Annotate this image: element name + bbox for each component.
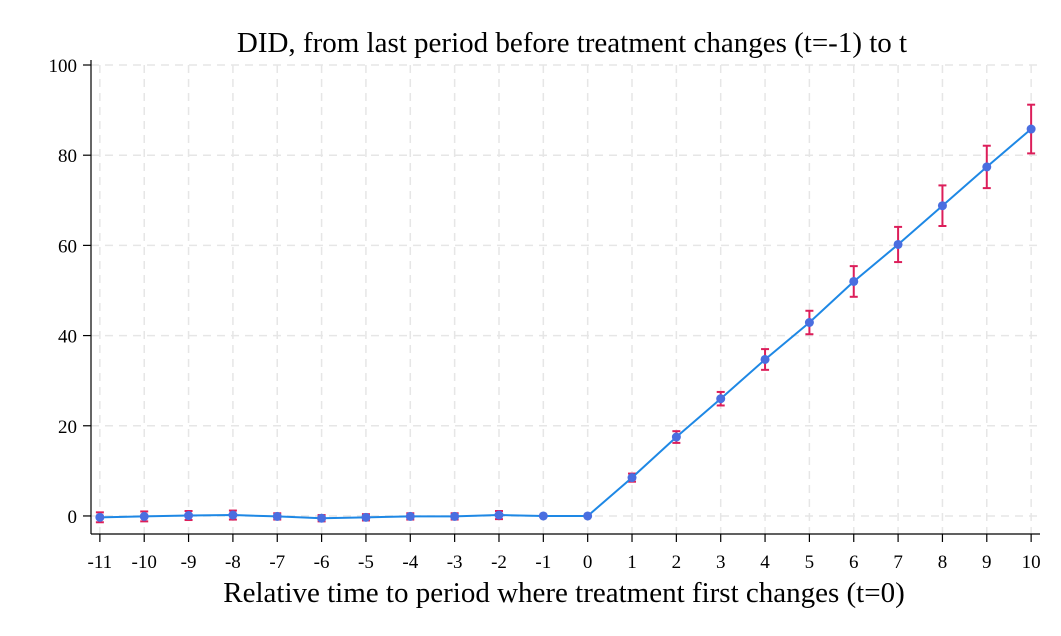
x-tick-label: -8	[225, 552, 241, 573]
data-point	[228, 510, 238, 520]
y-tick-label: 60	[58, 236, 77, 257]
data-point	[184, 511, 194, 521]
x-tick-label: -6	[314, 552, 330, 573]
x-tick-label: 6	[849, 552, 859, 573]
x-tick-label: 3	[716, 552, 726, 573]
x-tick-label: 5	[805, 552, 815, 573]
x-tick-label: 10	[1022, 552, 1041, 573]
data-point	[760, 354, 770, 364]
x-tick-label: -4	[402, 552, 418, 573]
y-tick-label: 0	[68, 507, 78, 528]
y-tick-label: 40	[58, 327, 77, 348]
x-tick-label: 9	[982, 552, 992, 573]
y-tick-label: 100	[49, 56, 78, 77]
x-tick-label: -2	[491, 552, 507, 573]
data-point	[982, 162, 992, 172]
x-tick-label: 2	[672, 552, 682, 573]
data-point	[361, 512, 371, 522]
data-point	[95, 512, 105, 522]
data-point	[627, 473, 637, 483]
data-point	[716, 394, 726, 404]
series-line	[99, 128, 1032, 520]
x-tick-label: -1	[535, 552, 551, 573]
x-tick-label: 1	[627, 552, 637, 573]
data-point	[671, 432, 681, 442]
data-point	[139, 511, 149, 521]
data-point	[804, 317, 814, 327]
y-tick-label: 20	[58, 417, 77, 438]
x-tick-label: -9	[181, 552, 197, 573]
y-tick-label: 80	[58, 146, 77, 167]
x-tick-label: -7	[269, 552, 285, 573]
data-point	[405, 511, 415, 521]
data-point	[272, 511, 282, 521]
x-axis-label: Relative time to period where treatment …	[223, 577, 905, 609]
data-point	[538, 511, 548, 521]
x-tick-label: -11	[88, 552, 113, 573]
data-point	[1026, 124, 1036, 134]
data-point	[494, 510, 504, 520]
data-points	[95, 124, 1036, 523]
x-tick-label: 7	[893, 552, 903, 573]
x-tick-label: 8	[938, 552, 948, 573]
x-tick-label: -10	[132, 552, 157, 573]
series-line-group	[99, 128, 1032, 520]
data-point	[450, 511, 460, 521]
confidence-intervals	[95, 103, 1036, 524]
x-tick-label: 0	[583, 552, 593, 573]
chart-title: DID, from last period before treatment c…	[237, 27, 907, 59]
x-tick-label: -3	[447, 552, 463, 573]
grid	[91, 64, 1040, 534]
data-point	[849, 276, 859, 286]
data-point	[937, 201, 947, 211]
x-tick-label: -5	[358, 552, 374, 573]
data-point	[893, 239, 903, 249]
data-point	[583, 511, 593, 521]
data-point	[317, 513, 327, 523]
x-tick-label: 4	[760, 552, 770, 573]
